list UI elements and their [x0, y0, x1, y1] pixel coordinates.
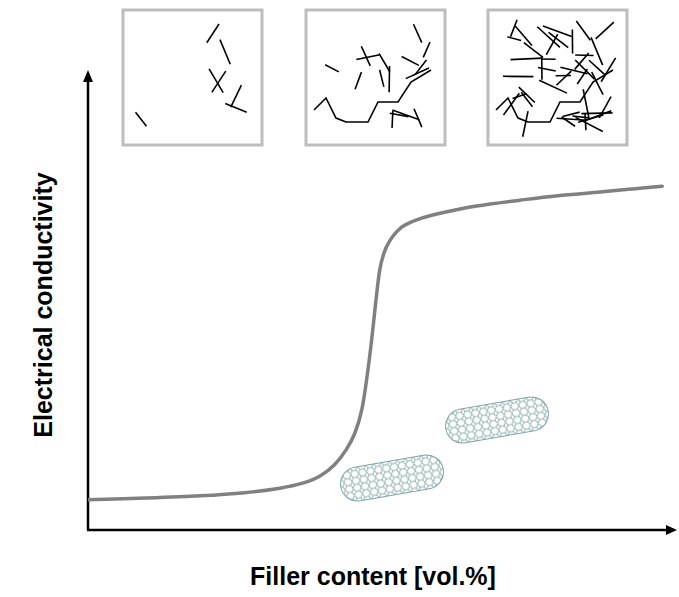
filler-stick — [599, 97, 611, 118]
filler-stick — [601, 58, 616, 82]
filler-stick — [361, 46, 370, 66]
inset-frame — [123, 10, 262, 145]
filler-stick — [209, 69, 223, 93]
filler-stick — [560, 67, 587, 74]
filler-stick — [511, 58, 543, 59]
filler-stick — [572, 29, 574, 53]
nanotube-body — [338, 452, 446, 504]
filler-stick — [572, 116, 588, 118]
filler-stick — [379, 54, 390, 72]
filler-stick — [380, 70, 384, 87]
nanotube-body — [443, 394, 551, 446]
filler-stick — [581, 112, 612, 114]
nanotube — [338, 452, 446, 504]
filler-stick — [596, 22, 614, 39]
filler-stick — [391, 111, 393, 128]
chart: Filler content [vol.%] Electrical conduct… — [0, 0, 679, 597]
inset-frame — [488, 10, 627, 145]
y-arrow — [83, 70, 93, 82]
filler-stick — [356, 55, 380, 60]
inset-panel — [306, 10, 445, 145]
filler-stick — [231, 85, 242, 107]
filler-stick — [519, 87, 535, 102]
inset-panel — [488, 10, 627, 145]
filler-stick — [556, 75, 571, 77]
y-axis — [87, 80, 90, 530]
plot-data — [88, 186, 662, 500]
filler-stick — [507, 37, 521, 41]
filler-stick — [556, 71, 571, 85]
filler-stick — [220, 40, 230, 65]
conductivity-curve — [88, 186, 662, 500]
filler-stick — [207, 24, 219, 43]
y-axis-title: Electrical conductivity — [29, 172, 57, 437]
nanotube — [443, 394, 551, 446]
filler-stick — [503, 75, 533, 77]
filler-stick — [325, 65, 339, 72]
filler-stick — [392, 110, 419, 120]
filler-stick — [524, 43, 543, 58]
filler-stick — [575, 53, 589, 69]
filler-stick — [538, 67, 556, 70]
filler-stick — [415, 60, 426, 75]
filler-stick — [225, 104, 247, 113]
filler-stick — [537, 27, 560, 48]
filler-stick — [541, 57, 543, 80]
filler-stick — [423, 42, 430, 57]
inset-frame — [306, 10, 445, 145]
filler-stick — [575, 54, 593, 56]
filler-stick — [413, 24, 421, 42]
filler-stick — [592, 72, 603, 94]
filler-stick — [136, 112, 147, 126]
x-axis-title: Filler content [vol.%] — [250, 562, 496, 590]
filler-stick — [591, 37, 603, 65]
inset-panel — [123, 10, 262, 145]
filler-stick — [355, 72, 361, 89]
filler-stick — [515, 26, 532, 45]
filler-chain — [496, 70, 613, 122]
filler-stick — [542, 58, 556, 60]
filler-stick — [576, 21, 590, 40]
x-arrow — [666, 525, 677, 535]
filler-stick — [562, 117, 576, 126]
filler-stick — [212, 71, 226, 92]
filler-chain — [314, 70, 431, 122]
x-axis — [87, 529, 668, 532]
filler-stick — [523, 111, 528, 137]
filler-stick — [402, 56, 419, 65]
filler-stick — [576, 117, 603, 131]
filler-stick — [539, 80, 567, 93]
